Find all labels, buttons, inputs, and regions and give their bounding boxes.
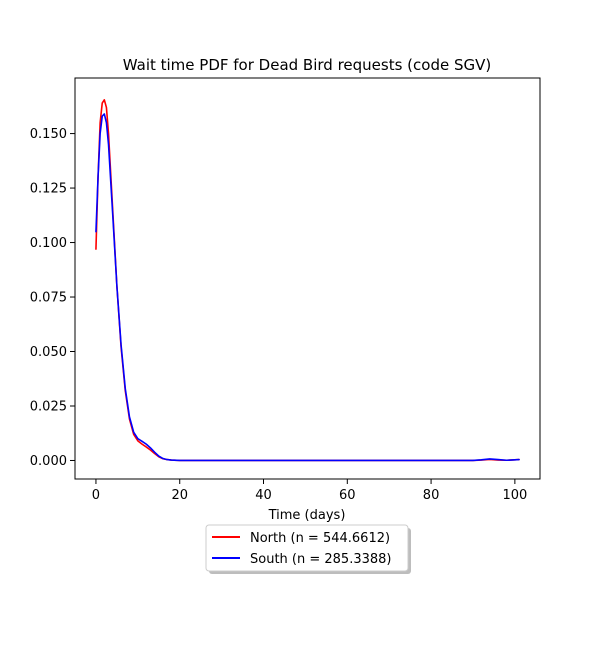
legend-label-south: South (n = 285.3388) — [250, 552, 391, 567]
x-axis: 0 20 40 60 80 100 — [92, 479, 527, 503]
x-tick-label: 0 — [92, 488, 100, 503]
x-tick-label: 80 — [423, 488, 440, 503]
plot-area-frame — [74, 77, 541, 480]
x-tick-label: 60 — [339, 488, 356, 503]
y-tick-label: 0.050 — [30, 345, 67, 360]
y-tick-label: 0.100 — [30, 236, 67, 251]
y-axis: 0.000 0.025 0.050 0.075 0.100 0.125 0.150 — [30, 127, 75, 469]
x-tick-label: 20 — [171, 488, 188, 503]
legend-label-north: North (n = 544.6612) — [250, 531, 390, 546]
y-tick-label: 0.075 — [30, 291, 67, 306]
y-tick-label: 0.000 — [30, 454, 67, 469]
x-tick-label: 100 — [502, 488, 527, 503]
legend: North (n = 544.6612) South (n = 285.3388… — [205, 524, 411, 574]
y-tick-label: 0.025 — [30, 399, 67, 414]
series-group — [95, 98, 520, 462]
legend-box — [205, 524, 409, 572]
y-tick-label: 0.125 — [30, 182, 67, 197]
series-line-north — [95, 98, 520, 462]
x-tick-label: 40 — [255, 488, 272, 503]
x-axis-label: Time (days) — [268, 508, 346, 523]
series-line-south — [95, 113, 520, 462]
y-tick-label: 0.150 — [30, 127, 67, 142]
chart-title: Wait time PDF for Dead Bird requests (co… — [123, 56, 492, 74]
